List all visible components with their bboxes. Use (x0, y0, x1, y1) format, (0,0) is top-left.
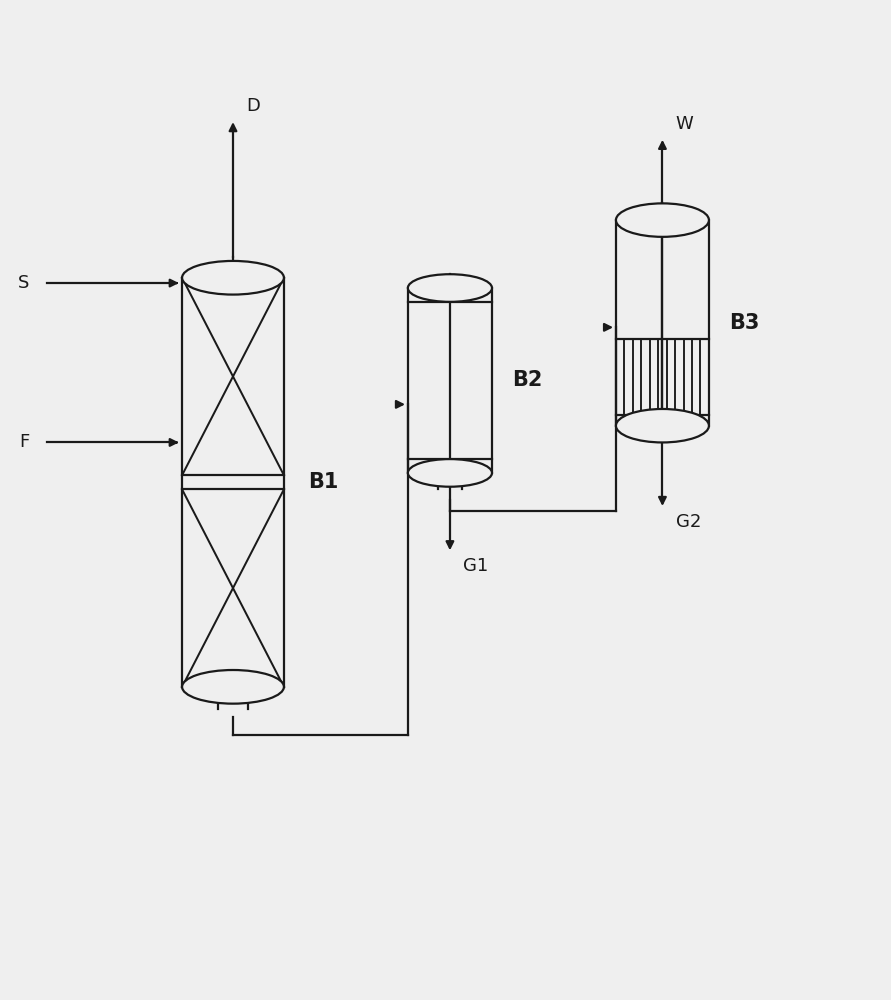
Text: W: W (675, 115, 693, 133)
Text: B2: B2 (512, 370, 543, 390)
Text: B3: B3 (729, 313, 759, 333)
Text: G2: G2 (675, 513, 701, 531)
Text: D: D (246, 97, 260, 115)
Text: S: S (18, 274, 29, 292)
Ellipse shape (182, 261, 284, 295)
Text: F: F (19, 433, 29, 451)
Text: B1: B1 (308, 472, 339, 492)
Text: G1: G1 (463, 557, 488, 575)
Ellipse shape (616, 203, 709, 237)
Ellipse shape (408, 274, 492, 302)
Ellipse shape (182, 670, 284, 704)
Ellipse shape (616, 409, 709, 442)
Ellipse shape (408, 459, 492, 487)
